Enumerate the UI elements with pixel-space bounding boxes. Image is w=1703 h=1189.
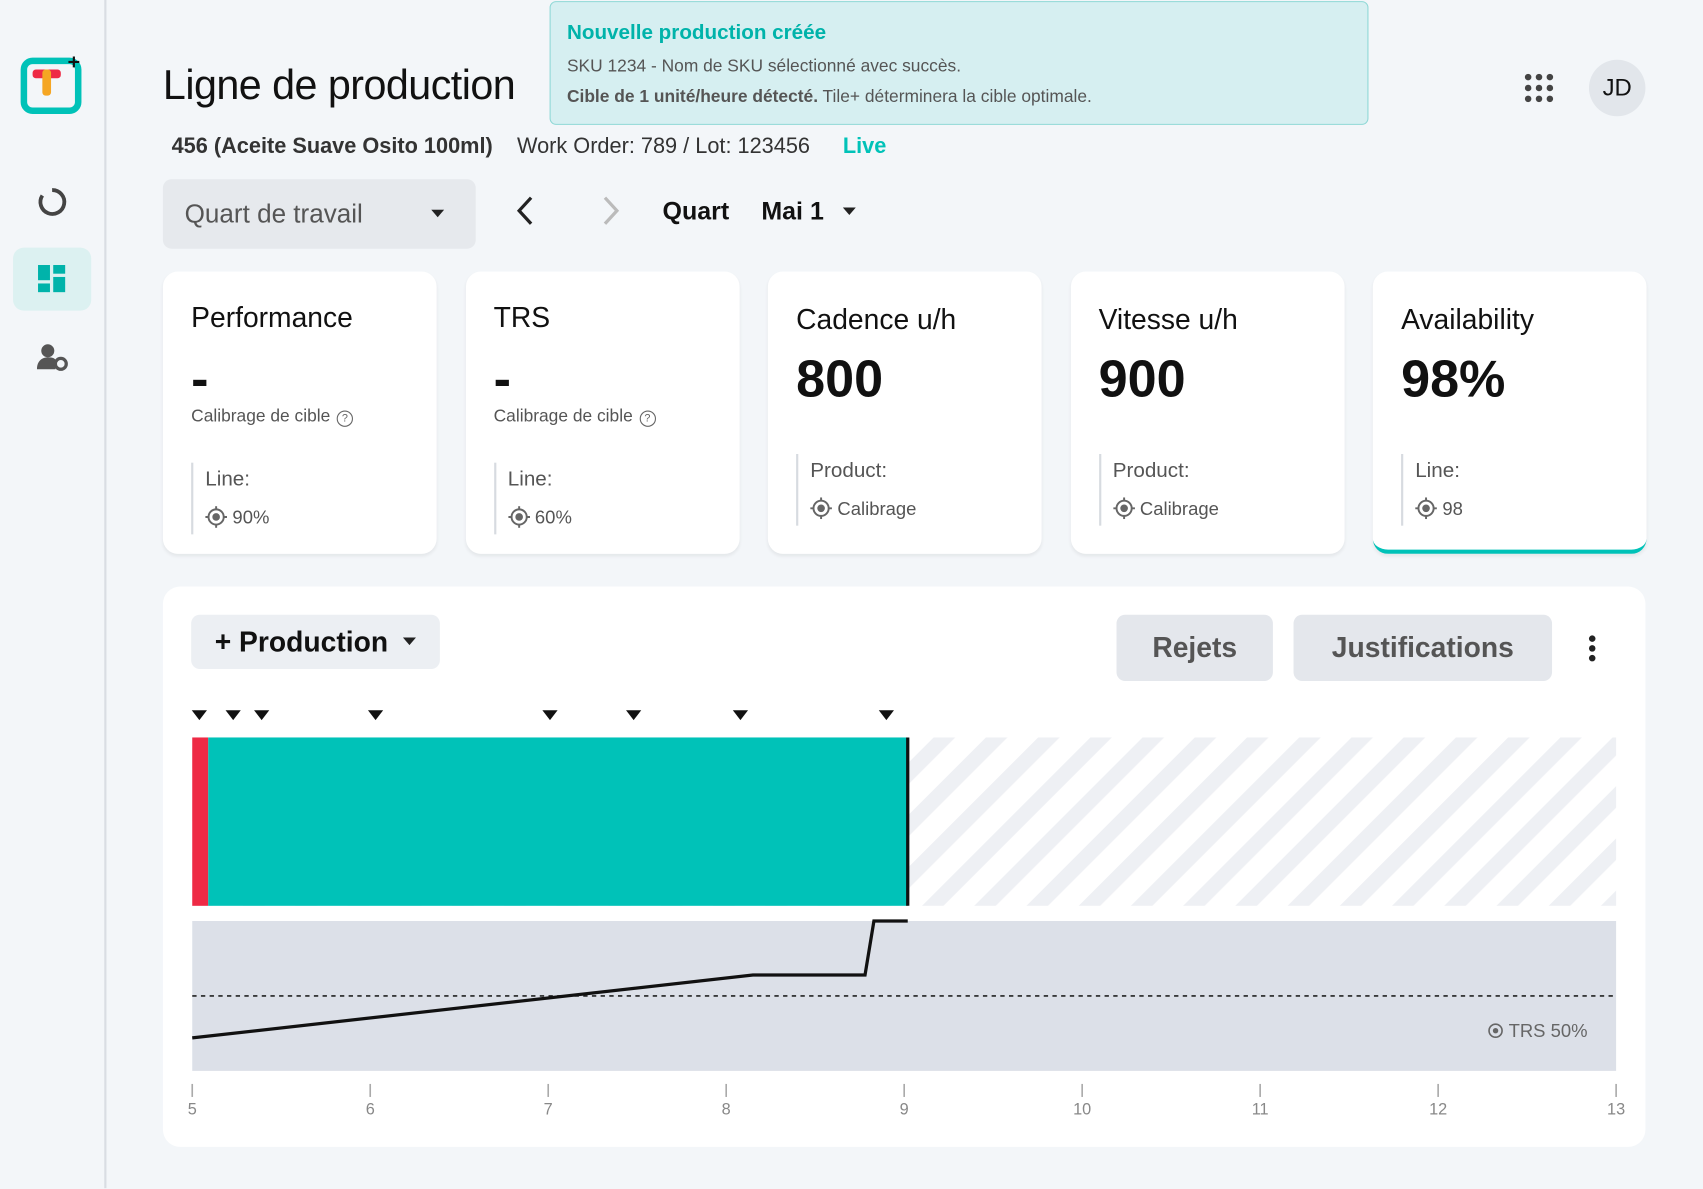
card-target-value: Calibrage <box>1139 498 1219 520</box>
card-target: Calibrage <box>810 497 916 520</box>
card-scope: Line: <box>507 468 553 491</box>
x-tick-label: 8 <box>722 1100 731 1118</box>
x-tick-label: 11 <box>1252 1100 1269 1118</box>
kpi-card: Cadence u/h 800 Product: Calibrage <box>767 271 1042 554</box>
nav-dashboard[interactable] <box>13 247 92 311</box>
card-title: Performance <box>191 300 353 334</box>
next-button[interactable] <box>600 195 622 225</box>
card-value: - <box>493 350 511 409</box>
toast-detail-text: Tile+ déterminera la cible optimale. <box>822 87 1092 107</box>
page-title: Ligne de production <box>162 62 516 109</box>
work-order: Work Order: 789 / Lot: 123456 <box>516 134 811 159</box>
apps-menu[interactable] <box>1524 73 1554 103</box>
product-name: 456 (Aceite Suave Osito 100ml) <box>171 134 493 159</box>
production-menu-label: + Production <box>214 625 389 658</box>
card-value: 800 <box>796 350 884 409</box>
production-segment <box>192 737 209 906</box>
x-tick-label: 6 <box>366 1100 375 1118</box>
logo <box>20 56 82 115</box>
panel-menu[interactable] <box>1586 634 1599 664</box>
avatar[interactable]: JD <box>1588 59 1646 117</box>
date-select[interactable]: Mai 1 <box>761 196 824 225</box>
card-scope: Product: <box>1112 459 1190 483</box>
rejects-button[interactable]: Rejets <box>1116 614 1273 681</box>
production-segment <box>208 737 908 906</box>
card-target: Calibrage <box>1112 497 1219 520</box>
x-tick-label: 7 <box>544 1100 553 1118</box>
event-marker <box>542 710 558 721</box>
toast-title: Nouvelle production créée <box>566 21 827 45</box>
toast: Nouvelle production créée SKU 1234 - Nom… <box>549 1 1369 125</box>
help-icon: ? <box>336 410 354 427</box>
event-marker <box>367 710 384 721</box>
x-tick-label: 5 <box>188 1100 197 1118</box>
card-target: 90% <box>205 506 269 529</box>
toast-message: SKU 1234 - Nom de SKU sélectionné avec s… <box>566 57 962 77</box>
card-title: Vitesse u/h <box>1098 303 1238 336</box>
kpi-card: Availability 98% Line: 98 <box>1372 271 1647 554</box>
event-marker <box>626 710 642 721</box>
x-tick-label: 9 <box>900 1100 909 1118</box>
card-divider <box>1401 453 1404 526</box>
card-scope: Line: <box>1415 459 1460 483</box>
live-status: Live <box>842 134 887 159</box>
nav-user-settings[interactable] <box>36 343 70 373</box>
card-note-text: Calibrage de cible <box>493 407 633 426</box>
card-scope: Product: <box>810 459 888 483</box>
event-marker <box>191 710 207 721</box>
event-marker <box>254 710 270 721</box>
period-select[interactable]: Quart <box>662 196 730 225</box>
card-divider <box>1098 453 1101 526</box>
card-title: Cadence u/h <box>796 303 957 336</box>
card-scope: Line: <box>205 468 251 491</box>
card-note-text: Calibrage de cible <box>191 407 331 426</box>
card-value: 98% <box>1401 350 1506 409</box>
toast-detail: Cible de 1 unité/heure détecté. Tile+ dé… <box>567 88 1092 108</box>
toast-detail-bold: Cible de 1 unité/heure détecté. <box>566 87 819 107</box>
shift-select[interactable]: Quart de travail <box>162 179 476 249</box>
event-marker <box>732 710 749 721</box>
card-divider <box>191 462 194 535</box>
card-note: Calibrage de cible? <box>494 407 656 427</box>
kpi-card: Performance - Calibrage de cible? Line: 90% <box>162 271 437 554</box>
card-value: - <box>191 350 209 409</box>
shift-select-label: Quart de travail <box>184 199 363 230</box>
x-tick-label: 10 <box>1073 1100 1091 1118</box>
sidebar <box>0 0 107 1189</box>
card-divider <box>796 453 799 526</box>
card-target-value: Calibrage <box>837 498 917 520</box>
card-target-value: 90% <box>232 507 270 528</box>
card-value: 900 <box>1098 350 1186 409</box>
nav-loading[interactable] <box>37 187 67 217</box>
kpi-card: Vitesse u/h 900 Product: Calibrage <box>1070 271 1345 554</box>
x-tick-label: 12 <box>1429 1100 1447 1118</box>
event-marker <box>225 710 241 721</box>
help-icon: ? <box>639 410 656 427</box>
trs-line <box>192 919 908 1040</box>
card-divider <box>493 462 496 535</box>
justifications-button[interactable]: Justifications <box>1293 614 1553 681</box>
card-target: 98 <box>1415 497 1463 520</box>
kpi-card: TRS - Calibrage de cible? Line: 60% <box>465 271 740 554</box>
card-note: Calibrage de cible? <box>191 407 354 427</box>
prev-button[interactable] <box>515 195 537 225</box>
card-title: Availability <box>1401 303 1534 336</box>
production-menu[interactable]: + Production <box>191 614 440 670</box>
card-title: TRS <box>493 300 551 334</box>
card-target: 60% <box>507 506 572 529</box>
event-marker <box>878 710 894 721</box>
trs-target-text: TRS 50% <box>1509 1020 1588 1041</box>
card-target-value: 98 <box>1442 498 1463 520</box>
trs-target-label <box>1488 1023 1503 1039</box>
x-tick-label: 13 <box>1607 1100 1625 1118</box>
card-target-value: 60% <box>534 507 572 528</box>
